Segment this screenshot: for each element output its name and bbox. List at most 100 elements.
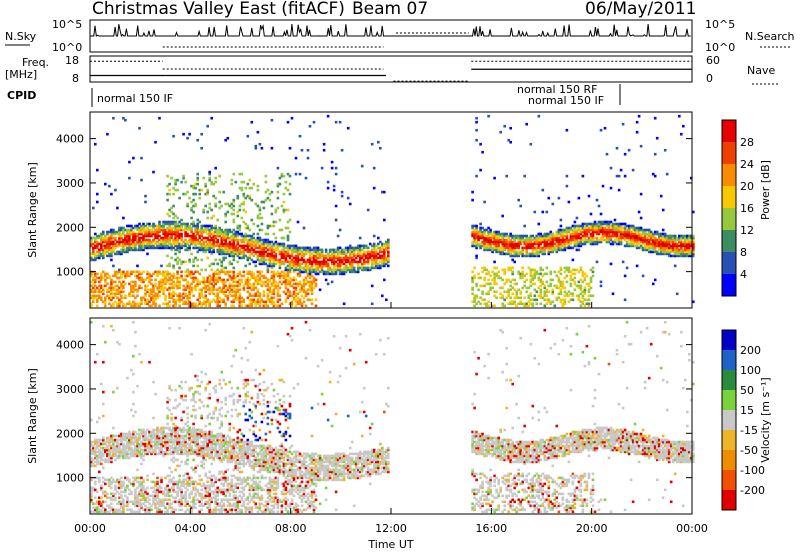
echo-cell bbox=[649, 250, 653, 254]
echo-cell bbox=[314, 246, 318, 250]
echo-cell bbox=[92, 290, 95, 294]
echo-cell bbox=[332, 248, 336, 252]
echo-cell bbox=[132, 372, 135, 376]
echo-cell bbox=[609, 230, 613, 234]
echo-cell bbox=[142, 228, 145, 232]
echo-cell bbox=[142, 270, 145, 274]
echo-cell bbox=[236, 252, 240, 256]
echo-cell bbox=[112, 242, 115, 246]
echo-cell bbox=[575, 234, 579, 238]
echo-cell bbox=[98, 234, 101, 238]
echo-cell bbox=[192, 264, 195, 268]
echo-cell bbox=[348, 248, 352, 252]
echo-cell bbox=[222, 290, 225, 294]
echo-cell bbox=[595, 224, 599, 228]
echo-cell bbox=[569, 238, 573, 242]
echo-cell bbox=[324, 270, 328, 274]
echo-cell bbox=[547, 236, 551, 240]
echo-cell bbox=[202, 248, 205, 252]
echo-cell bbox=[280, 174, 284, 178]
echo-cell bbox=[374, 244, 378, 248]
echo-cell bbox=[172, 264, 175, 268]
echo-cell bbox=[543, 242, 547, 246]
echo-cell bbox=[248, 240, 252, 244]
echo-cell bbox=[236, 214, 240, 218]
echo-cell bbox=[100, 484, 103, 488]
echo-cell bbox=[230, 212, 234, 216]
echo-cell bbox=[252, 284, 256, 288]
echo-cell bbox=[370, 264, 374, 268]
echo-cell bbox=[260, 252, 264, 256]
echo-cell bbox=[94, 236, 97, 240]
echo-cell bbox=[631, 236, 635, 240]
echo-cell bbox=[90, 458, 93, 462]
echo-cell bbox=[589, 286, 593, 290]
echo-cell bbox=[274, 236, 278, 240]
echo-cell bbox=[356, 268, 360, 272]
echo-cell bbox=[665, 172, 669, 176]
echo-cell bbox=[623, 238, 627, 242]
echo-cell bbox=[368, 250, 372, 254]
echo-cell bbox=[258, 236, 262, 240]
echo-cell bbox=[332, 270, 336, 274]
echo-cell bbox=[162, 292, 165, 296]
echo-cell bbox=[573, 232, 577, 236]
echo-cell bbox=[356, 248, 360, 252]
echo-cell bbox=[643, 234, 647, 238]
echo-cell bbox=[96, 352, 99, 356]
echo-cell bbox=[678, 236, 681, 240]
echo-cell bbox=[577, 296, 581, 300]
echo-cell bbox=[671, 240, 675, 244]
echo-cell bbox=[168, 222, 171, 226]
echo-cell bbox=[511, 300, 514, 304]
echo-cell bbox=[246, 290, 250, 294]
echo-cell bbox=[545, 242, 549, 246]
echo-cell bbox=[330, 252, 334, 256]
echo-cell bbox=[513, 240, 516, 244]
echo-cell bbox=[98, 452, 101, 456]
echo-cell bbox=[198, 300, 201, 304]
echo-cell bbox=[218, 304, 221, 308]
echo-cell bbox=[503, 298, 506, 302]
echo-cell bbox=[132, 294, 135, 298]
echo-cell bbox=[641, 246, 645, 250]
echo-cell bbox=[184, 248, 187, 252]
echo-cell bbox=[194, 270, 197, 274]
echo-cell bbox=[226, 294, 230, 298]
echo-cell bbox=[128, 300, 131, 304]
echo-cell bbox=[268, 286, 272, 290]
echo-cell bbox=[98, 256, 101, 260]
echo-cell bbox=[559, 242, 563, 246]
echo-cell bbox=[529, 280, 533, 284]
echo-cell bbox=[617, 188, 621, 192]
echo-cell bbox=[230, 244, 234, 248]
echo-cell bbox=[282, 174, 286, 178]
echo-cell bbox=[270, 246, 274, 250]
echo-cell bbox=[240, 238, 244, 242]
echo-cell bbox=[567, 240, 571, 244]
echo-cell bbox=[120, 270, 123, 274]
echo-cell bbox=[334, 272, 338, 276]
echo-cell bbox=[517, 252, 520, 256]
echo-cell bbox=[154, 284, 157, 288]
echo-cell bbox=[246, 276, 250, 280]
echo-cell bbox=[531, 242, 535, 246]
echo-cell bbox=[222, 292, 225, 296]
echo-cell bbox=[152, 170, 155, 174]
echo-cell bbox=[334, 264, 338, 268]
echo-cell bbox=[100, 242, 103, 246]
echo-cell bbox=[286, 234, 290, 238]
noise-search-line bbox=[162, 32, 469, 48]
echo-cell bbox=[236, 290, 240, 294]
echo-cell bbox=[220, 262, 223, 266]
echo-cell bbox=[499, 248, 502, 252]
echo-cell bbox=[194, 234, 197, 238]
echo-cell bbox=[553, 238, 557, 242]
echo-cell bbox=[270, 284, 274, 288]
echo-cell bbox=[316, 256, 320, 260]
echo-cell bbox=[246, 234, 250, 238]
echo-cell bbox=[122, 480, 125, 484]
echo-cell bbox=[134, 246, 137, 250]
echo-cell bbox=[112, 274, 115, 278]
echo-cell bbox=[358, 260, 362, 264]
